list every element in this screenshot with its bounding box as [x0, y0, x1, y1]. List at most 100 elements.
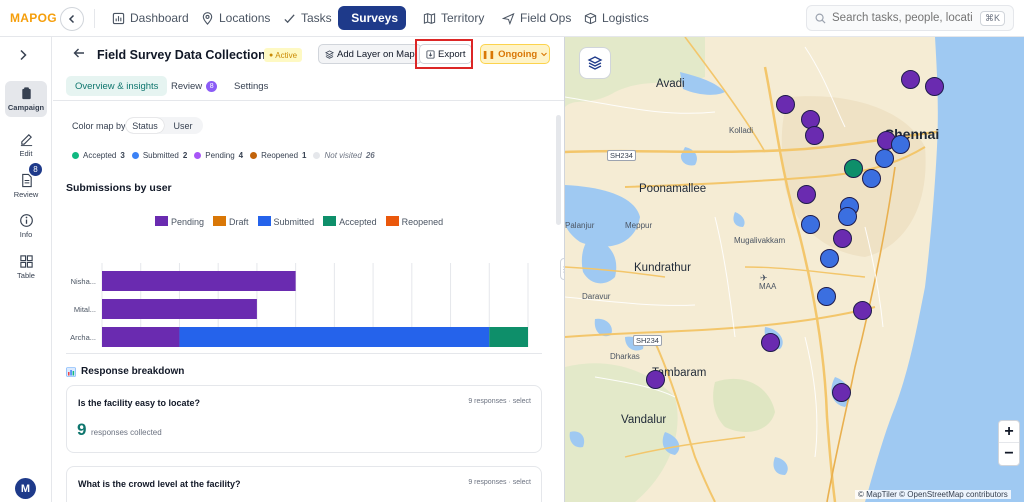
layers-icon: [587, 56, 603, 70]
nav-locations[interactable]: Locations: [193, 6, 278, 30]
info-icon: [19, 214, 33, 227]
nav-label: Locations: [219, 11, 271, 25]
tab-overview[interactable]: Overview & insights: [66, 76, 168, 96]
nav-dashboard[interactable]: Dashboard: [104, 6, 197, 30]
expand-rail-button[interactable]: [18, 48, 28, 65]
bar-chart-icon: [112, 12, 125, 24]
export-button[interactable]: Export: [419, 44, 473, 64]
road-shield: SH234: [633, 335, 662, 346]
map-label: Kolladi: [729, 126, 754, 135]
road-shield: SH234: [607, 150, 636, 161]
reopened-dot-icon: [250, 152, 258, 159]
question-card[interactable]: Is the facility easy to locate? 9 respon…: [66, 385, 542, 453]
map-layers-button[interactable]: [579, 47, 611, 79]
bar-segment-pending[interactable]: [102, 327, 180, 347]
box-icon: [584, 12, 597, 24]
back-arrow-button[interactable]: [73, 46, 85, 62]
question-card[interactable]: What is the crowd level at the facility?…: [66, 466, 542, 502]
panel-tabs: Overview & insights Review 8 Settings: [53, 75, 564, 101]
user-avatar[interactable]: M: [15, 478, 36, 499]
nav-tasks[interactable]: Tasks: [275, 6, 340, 30]
bar-segment-pending[interactable]: [102, 271, 296, 291]
nav-field-ops[interactable]: Field Ops: [494, 6, 579, 30]
nav-surveys[interactable]: Surveys: [338, 6, 406, 30]
tab-settings[interactable]: Settings: [225, 76, 277, 96]
campaign-state-dropdown[interactable]: ❚❚ Ongoing: [480, 44, 550, 64]
bar-segment-pending[interactable]: [102, 299, 257, 319]
legend-item-submitted[interactable]: Submitted: [257, 216, 314, 227]
nav-label: Surveys: [351, 11, 398, 25]
map-label: Kundrathur: [634, 262, 691, 274]
y-category-label: Archa...: [70, 333, 96, 342]
legend-item-reopened[interactable]: Reopened: [385, 216, 444, 227]
accepted-dot-icon: [72, 152, 79, 159]
add-layer-button[interactable]: Add Layer on Map: [318, 44, 422, 64]
top-navigation-bar: MAPOG Dashboard Locations Tasks Surveys …: [0, 0, 1024, 37]
map-label: Poonamallee: [639, 183, 707, 195]
survey-pin[interactable]: [901, 70, 920, 89]
rail-item-table[interactable]: Table: [5, 249, 47, 285]
legend-count: 2: [182, 151, 188, 160]
layers-icon: [325, 49, 334, 59]
zoom-out-button[interactable]: −: [1004, 445, 1014, 462]
rail-item-review[interactable]: 8 Review: [5, 163, 47, 204]
survey-pin[interactable]: [797, 185, 816, 204]
panel-header: Field Survey Data Collection w... ● Acti…: [53, 37, 564, 72]
survey-pin[interactable]: [844, 159, 863, 178]
color-map-toggle[interactable]: Status User: [125, 117, 203, 134]
survey-pin[interactable]: [801, 215, 820, 234]
zoom-in-button[interactable]: +: [999, 421, 1019, 443]
document-icon: [21, 173, 32, 188]
survey-pin[interactable]: [925, 77, 944, 96]
rail-item-edit[interactable]: Edit: [5, 127, 47, 163]
survey-pin[interactable]: [805, 126, 824, 145]
bar-segment-accepted[interactable]: [489, 327, 528, 347]
global-search[interactable]: ⌘K: [806, 5, 1014, 31]
survey-pin[interactable]: [875, 149, 894, 168]
export-label: Export: [438, 48, 466, 60]
survey-pin[interactable]: [820, 249, 839, 268]
color-by-user-option[interactable]: User: [173, 120, 193, 131]
nav-label: Territory: [441, 11, 485, 25]
search-input[interactable]: [832, 12, 972, 24]
page-title: Field Survey Data Collection w...: [97, 48, 289, 62]
rail-item-label: Review: [13, 190, 39, 199]
review-count-badge: 8: [29, 163, 42, 176]
survey-pin[interactable]: [838, 207, 857, 226]
rail-item-label: Table: [17, 271, 35, 280]
app-logo[interactable]: MAPOG: [10, 11, 57, 25]
survey-pin[interactable]: [817, 287, 836, 306]
legend-item-pending[interactable]: Pending: [155, 216, 204, 227]
nav-logistics[interactable]: Logistics: [576, 6, 657, 30]
survey-pin[interactable]: [646, 370, 665, 389]
campaign-state-label: Ongoing: [498, 48, 538, 60]
map-view[interactable]: Avadi Chennai Kolladi Poonamallee Meppur…: [564, 37, 1024, 502]
response-breakdown-title: Response breakdown: [66, 366, 184, 377]
survey-pin[interactable]: [891, 135, 910, 154]
nav-territory[interactable]: Territory: [415, 6, 492, 30]
legend-item-accepted[interactable]: Accepted: [323, 216, 377, 227]
legend-item-label: Reopened: [401, 217, 444, 227]
response-breakdown-label: Response breakdown: [81, 366, 185, 377]
rail-item-campaign[interactable]: Campaign: [5, 81, 47, 117]
question-meta: 9 responses · select: [468, 398, 531, 405]
tab-review[interactable]: Review 8: [162, 76, 226, 96]
panel-scrollbar[interactable]: [556, 115, 561, 225]
map-label: Meppur: [625, 221, 653, 230]
survey-pin[interactable]: [862, 169, 881, 188]
legend-count: 3: [120, 151, 125, 160]
color-by-status-option[interactable]: Status: [126, 118, 164, 133]
chart-emoji-icon: [66, 366, 76, 377]
legend-item-draft[interactable]: Draft: [213, 216, 249, 227]
survey-pin[interactable]: [776, 95, 795, 114]
survey-pin[interactable]: [761, 333, 780, 352]
back-button[interactable]: [60, 7, 84, 31]
survey-pin[interactable]: [832, 383, 851, 402]
map-label: Mugalivakkam: [734, 236, 786, 245]
survey-pin[interactable]: [853, 301, 872, 320]
legend-item-label: Accepted: [339, 217, 377, 227]
add-layer-label: Add Layer on Map: [337, 48, 415, 60]
survey-pin[interactable]: [833, 229, 852, 248]
bar-segment-submitted[interactable]: [179, 327, 490, 347]
rail-item-info[interactable]: Info: [5, 208, 47, 244]
